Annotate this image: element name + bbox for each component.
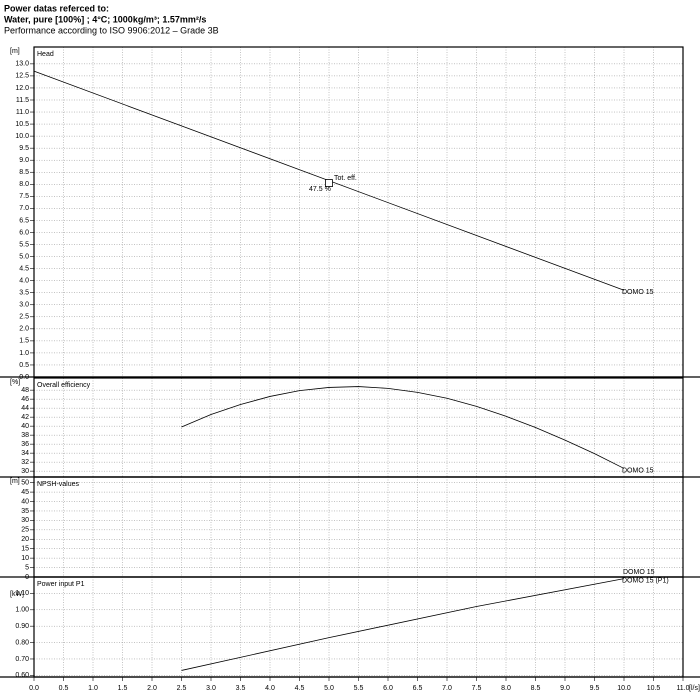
y-tick-label: 40 — [21, 423, 29, 430]
y-unit: [kW] — [10, 591, 24, 598]
y-tick-label: 8.0 — [19, 181, 29, 188]
y-tick-label: 48 — [21, 387, 29, 394]
x-tick-label: 10.5 — [647, 685, 661, 692]
y-tick-label: 42 — [21, 414, 29, 421]
x-tick-label: 4.0 — [265, 685, 275, 692]
series-label: DOMO 15 (P1) — [622, 577, 669, 584]
series-label: DOMO 15 — [623, 569, 655, 576]
header-line: Power datas referced to: — [4, 3, 109, 13]
y-tick-label: 1.5 — [19, 338, 29, 345]
y-tick-label: 45 — [21, 489, 29, 496]
y-tick-label: 1.00 — [15, 607, 29, 614]
y-tick-label: 38 — [21, 432, 29, 439]
series-label: DOMO 15 — [622, 467, 654, 474]
y-tick-label: 3.5 — [19, 290, 29, 297]
y-tick-label: 10.0 — [15, 133, 29, 140]
x-tick-label: 6.5 — [413, 685, 423, 692]
x-tick-label: 1.5 — [118, 685, 128, 692]
panel-title: Head — [37, 51, 54, 58]
y-tick-label: 46 — [21, 396, 29, 403]
y-tick-label: 36 — [21, 441, 29, 448]
marker-value: 47.5 % — [309, 186, 331, 193]
y-tick-label: 0.70 — [15, 656, 29, 663]
y-tick-label: 10 — [21, 555, 29, 562]
y-tick-label: 0.60 — [15, 672, 29, 679]
y-tick-label: 25 — [21, 527, 29, 534]
y-tick-label: 44 — [21, 405, 29, 412]
series-line — [181, 386, 625, 469]
x-tick-label: 7.0 — [442, 685, 452, 692]
y-tick-label: 30 — [21, 468, 29, 475]
y-unit: [m] — [10, 48, 20, 55]
y-tick-label: 0.80 — [15, 639, 29, 646]
y-tick-label: 35 — [21, 508, 29, 515]
x-unit: [l/s] — [689, 685, 700, 692]
y-tick-label: 4.0 — [19, 277, 29, 284]
x-tick-label: 1.0 — [88, 685, 98, 692]
x-tick-label: 0.5 — [59, 685, 69, 692]
y-tick-label: 7.5 — [19, 193, 29, 200]
x-tick-label: 2.0 — [147, 685, 157, 692]
y-tick-label: 6.5 — [19, 217, 29, 224]
x-tick-label: 3.0 — [206, 685, 216, 692]
y-tick-label: 8.5 — [19, 169, 29, 176]
y-tick-label: 30 — [21, 517, 29, 524]
marker-label: Tot. eff. — [334, 175, 357, 182]
panel-title: Overall efficiency — [37, 382, 91, 389]
x-tick-label: 3.5 — [236, 685, 246, 692]
y-tick-label: 2.0 — [19, 326, 29, 333]
x-tick-label: 4.5 — [295, 685, 305, 692]
y-tick-label: 6.0 — [19, 229, 29, 236]
y-tick-label: 13.0 — [15, 61, 29, 68]
y-tick-label: 5 — [25, 564, 29, 571]
x-tick-label: 2.5 — [177, 685, 187, 692]
y-tick-label: 40 — [21, 498, 29, 505]
x-tick-label: 11.0 — [676, 685, 689, 692]
series-label: DOMO 15 — [622, 289, 654, 296]
efficiency-marker — [325, 179, 333, 187]
y-tick-label: 0.90 — [15, 623, 29, 630]
x-tick-label: 9.0 — [560, 685, 570, 692]
header-line: Performance according to ISO 9906:2012 –… — [4, 25, 219, 35]
y-tick-label: 4.5 — [19, 265, 29, 272]
series-line — [181, 578, 625, 671]
panel-title: NPSH-values — [37, 481, 80, 488]
y-tick-label: 5.0 — [19, 253, 29, 260]
y-tick-label: 1.10 — [15, 590, 29, 597]
x-tick-label: 9.5 — [590, 685, 600, 692]
x-tick-label: 6.0 — [383, 685, 393, 692]
panel-title: Power input P1 — [37, 581, 85, 588]
y-tick-label: 32 — [21, 459, 29, 466]
x-tick-label: 7.5 — [472, 685, 482, 692]
y-tick-label: 9.5 — [19, 145, 29, 152]
y-tick-label: 1.0 — [19, 350, 29, 357]
x-tick-label: 5.5 — [354, 685, 364, 692]
y-tick-label: 50 — [21, 480, 29, 487]
y-tick-label: 10.5 — [15, 121, 29, 128]
x-tick-label: 10.0 — [617, 685, 631, 692]
y-tick-label: 5.5 — [19, 241, 29, 248]
panel-frame — [33, 377, 684, 478]
y-tick-label: 0.5 — [19, 362, 29, 369]
y-unit: [%] — [10, 379, 20, 386]
y-tick-label: 12.0 — [15, 85, 29, 92]
header-line: Water, pure [100%] ; 4°C; 1000kg/m³; 1.5… — [4, 14, 206, 24]
y-tick-label: 15 — [21, 546, 29, 553]
y-tick-label: 34 — [21, 450, 29, 457]
y-tick-label: 11.5 — [16, 97, 29, 104]
y-tick-label: 2.5 — [19, 314, 29, 321]
y-tick-label: 3.0 — [19, 302, 29, 309]
x-tick-label: 5.0 — [324, 685, 334, 692]
x-tick-label: 8.0 — [501, 685, 511, 692]
x-tick-label: 8.5 — [531, 685, 541, 692]
y-tick-label: 20 — [21, 536, 29, 543]
y-tick-label: 11.0 — [16, 109, 29, 116]
y-tick-label: 7.0 — [19, 205, 29, 212]
x-tick-label: 0.0 — [29, 685, 39, 692]
y-tick-label: 9.0 — [19, 157, 29, 164]
y-unit: [m] — [10, 478, 20, 485]
y-tick-label: 12.5 — [15, 73, 29, 80]
